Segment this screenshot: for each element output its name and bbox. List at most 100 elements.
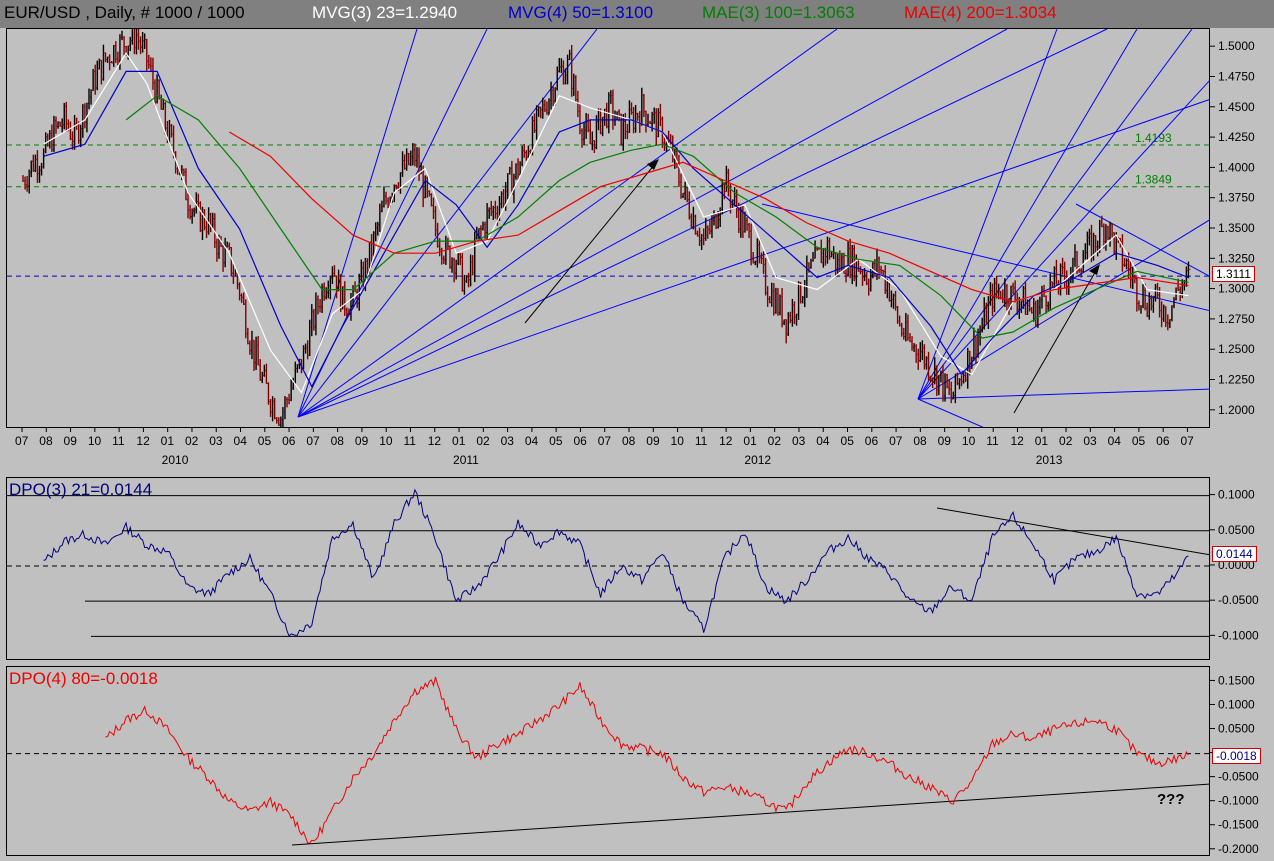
fan-line-3 (297, 29, 838, 418)
dpo4-panel[interactable]: DPO(4) 80=-0.0018 ??? (6, 666, 1210, 856)
fan-line-10 (917, 80, 1209, 400)
price-y-tick-label: 1.3500 (1218, 221, 1255, 235)
time-tick-label: 07 (15, 434, 29, 448)
dpo4-last-value: -0.0018 (1212, 748, 1261, 764)
time-tick-label: 03 (1083, 434, 1097, 448)
ma-line-1 (43, 70, 1189, 388)
dpo4-chart-svg (7, 676, 1209, 846)
time-tick-label: 07 (889, 434, 903, 448)
time-tick-label: 08 (39, 434, 53, 448)
ma-line-0 (43, 52, 1189, 394)
time-tick-label: 08 (913, 434, 927, 448)
dpo-y-tick-label: -0.1000 (1218, 794, 1259, 808)
time-tick-label: 09 (355, 434, 369, 448)
time-tick-label: 07 (598, 434, 612, 448)
time-tick-label: 10 (379, 434, 393, 448)
time-tick-label: 04 (525, 434, 539, 448)
time-tick-label: 11 (695, 434, 708, 448)
dpo3-chart-svg (7, 488, 1209, 638)
time-tick-label: 09 (938, 434, 952, 448)
time-tick-label: 03 (501, 434, 515, 448)
chart-header: EUR/USD , Daily, # 1000 / 1000 MVG(3) 23… (0, 0, 1274, 28)
symbol-title: EUR/USD , Daily, # 1000 / 1000 (4, 3, 245, 22)
time-tick-label: 06 (1156, 434, 1170, 448)
time-tick-label: 06 (282, 434, 296, 448)
dpo-y-tick-label: 0.1000 (1218, 488, 1255, 502)
time-tick-label: 09 (646, 434, 660, 448)
time-tick-label: 04 (816, 434, 830, 448)
time-tick-label: 02 (1059, 434, 1073, 448)
time-tick-label: 06 (573, 434, 587, 448)
dpo-y-tick-label: 0.1000 (1218, 697, 1255, 711)
trend-line (291, 783, 1209, 846)
price-y-tick-label: 1.2250 (1218, 373, 1255, 387)
dpo3-title: DPO(3) 21=0.0144 (9, 480, 153, 499)
dpo3-last-value: 0.0144 (1212, 546, 1257, 562)
time-tick-label: 03 (209, 434, 223, 448)
time-tick-label: 12 (428, 434, 442, 448)
price-y-tick-label: 1.4250 (1218, 130, 1255, 144)
time-tick-label: 02 (476, 434, 490, 448)
time-tick-label: 08 (622, 434, 636, 448)
year-label: 2010 (162, 453, 189, 467)
arrow-head-1 (647, 159, 659, 170)
time-tick-label: 02 (768, 434, 782, 448)
fan-line-6 (297, 99, 1209, 418)
year-label: 2012 (744, 453, 771, 467)
dpo-y-tick-label: -0.1000 (1218, 628, 1259, 642)
question-annotation: ??? (1157, 791, 1185, 808)
time-tick-label: 12 (719, 434, 733, 448)
dpo3-panel[interactable]: DPO(3) 21=0.0144 (6, 477, 1210, 660)
study-label-mvg4: MVG(4) 50=1.3100 (508, 3, 654, 22)
time-tick-label: 04 (1108, 434, 1122, 448)
fan-line-2 (297, 29, 598, 418)
time-tick-label: 05 (549, 434, 563, 448)
time-tick-label: 02 (185, 434, 199, 448)
price-panel[interactable]: 1.4193 1.3849 (6, 28, 1210, 428)
arrow-head-2 (1089, 264, 1100, 275)
price-y-tick-label: 1.4750 (1218, 69, 1255, 83)
level-label-0: 1.4193 (1135, 131, 1172, 145)
price-bars (22, 29, 1191, 427)
time-tick-label: 12 (136, 434, 150, 448)
dpo-y-tick-label: -0.2000 (1218, 842, 1259, 856)
time-tick-label: 07 (306, 434, 320, 448)
level-label-1: 1.3849 (1135, 173, 1172, 187)
time-tick-label: 06 (865, 434, 879, 448)
time-tick-label: 12 (1010, 434, 1024, 448)
price-y-tick-label: 1.3000 (1218, 282, 1255, 296)
time-tick-label: 03 (792, 434, 806, 448)
time-tick-label: 01 (743, 434, 757, 448)
arrow-2 (1013, 268, 1098, 414)
time-tick-label: 08 (331, 434, 345, 448)
fan-line-12 (917, 388, 1209, 400)
time-tick-label: 05 (258, 434, 272, 448)
price-y-tick-label: 1.4000 (1218, 160, 1255, 174)
dpo4-title: DPO(4) 80=-0.0018 (9, 669, 158, 688)
dpo-y-tick-label: 0.0500 (1218, 523, 1255, 537)
time-tick-label: 04 (234, 434, 248, 448)
dpo-y-tick-label: 0.0500 (1218, 722, 1255, 736)
fan-line-9 (917, 29, 1193, 400)
dpo-y-tick-label: -0.0500 (1218, 593, 1259, 607)
time-tick-label: 01 (161, 434, 175, 448)
price-y-tick-label: 1.3250 (1218, 251, 1255, 265)
price-y-tick-label: 1.2750 (1218, 312, 1255, 326)
time-tick-label: 01 (1035, 434, 1049, 448)
fan-line-13 (917, 398, 984, 427)
fan-line-4 (297, 29, 1008, 418)
time-tick-label: 05 (1132, 434, 1146, 448)
time-tick-label: 11 (112, 434, 125, 448)
time-tick-label: 10 (671, 434, 685, 448)
fan-line-5 (297, 29, 1108, 418)
price-y-tick-label: 1.4500 (1218, 100, 1255, 114)
fan-line-0 (297, 29, 418, 418)
price-y-tick-label: 1.3750 (1218, 191, 1255, 205)
dpo-y-tick-label: 0.1500 (1218, 673, 1255, 687)
price-y-tick-label: 1.2500 (1218, 342, 1255, 356)
time-tick-label: 09 (64, 434, 78, 448)
time-tick-label: 11 (986, 434, 999, 448)
year-label: 2011 (453, 453, 479, 467)
year-label: 2013 (1036, 453, 1063, 467)
